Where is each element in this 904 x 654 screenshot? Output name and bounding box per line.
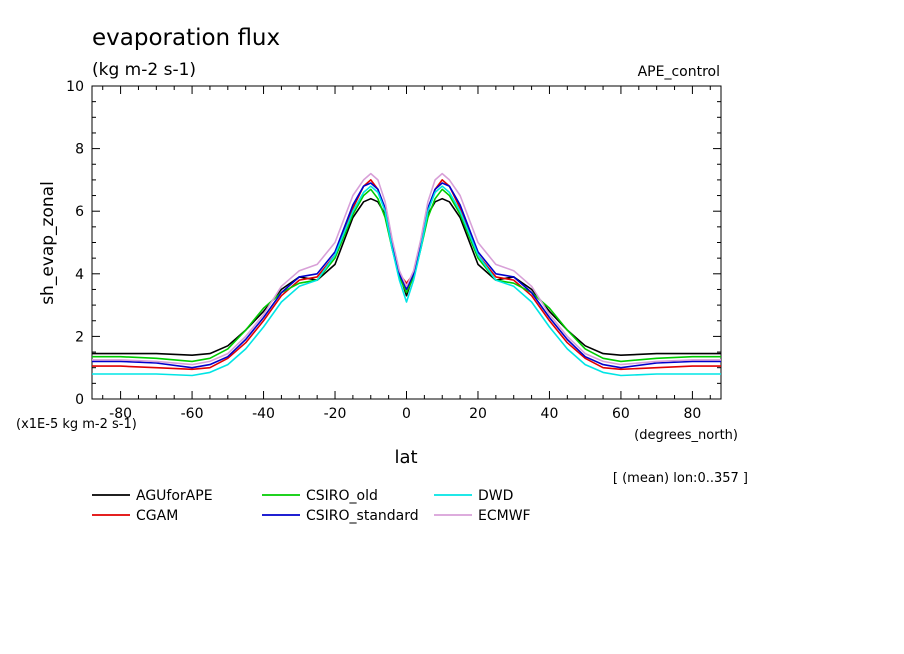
averaging-note: [ (mean) lon:0..357 ]	[613, 471, 748, 486]
plot-area: -80 -60 -40 -20 0 20 40 60 80 0 2 4 6 8 10	[66, 79, 722, 422]
plot-frame	[91, 85, 722, 400]
x-units-label: (degrees_north)	[634, 428, 738, 443]
x-tick-label: 60	[612, 406, 630, 422]
y-tick-labels: 0 2 4 6 8 10	[66, 79, 84, 408]
y-tick-label: 4	[75, 267, 84, 283]
series-line-csiro-old	[92, 188, 721, 363]
x-tick-label: 20	[469, 406, 487, 422]
x-axis-label: lat	[394, 447, 417, 468]
y-tick-label: 10	[66, 79, 84, 95]
dataset-label: APE_control	[638, 64, 720, 80]
y-tick-label: 0	[75, 392, 84, 408]
y-tick-label: 6	[75, 204, 84, 220]
legend-label: CSIRO_old	[306, 488, 378, 504]
y-scale-note: (x1E-5 kg m-2 s-1)	[16, 417, 137, 432]
y-tick-label: 8	[75, 142, 84, 158]
series-line-aguforape	[92, 197, 721, 357]
x-tick-label: -60	[181, 406, 204, 422]
y-axis-label: sh_evap_zonal	[38, 181, 58, 305]
series-lines	[92, 172, 721, 377]
major-ticks	[92, 85, 721, 400]
x-tick-label: -40	[252, 406, 275, 422]
x-tick-label: 0	[402, 406, 411, 422]
x-tick-label: -20	[324, 406, 347, 422]
x-tick-label: 40	[541, 406, 559, 422]
series-line-ecmwf	[92, 172, 721, 366]
legend-label: CSIRO_standard	[306, 508, 419, 524]
legend-label: CGAM	[136, 508, 178, 524]
x-tick-label: -80	[109, 406, 132, 422]
chart-subtitle: (kg m-2 s-1)	[92, 60, 196, 80]
legend-label: ECMWF	[478, 508, 531, 524]
series-line-cgam	[92, 179, 721, 371]
x-tick-label: 80	[683, 406, 701, 422]
series-line-dwd	[92, 185, 721, 377]
y-tick-label: 2	[75, 329, 84, 345]
legend-label: AGUforAPE	[136, 488, 213, 504]
legend-label: DWD	[478, 488, 513, 504]
series-line-csiro-standard	[92, 182, 721, 369]
legend: AGUforAPE CGAM CSIRO_old CSIRO_standard DWD E…	[92, 488, 531, 524]
x-tick-labels: -80 -60 -40 -20 0 20 40 60 80	[109, 406, 701, 422]
chart-title: evaporation flux	[92, 25, 280, 51]
minor-ticks	[92, 86, 721, 399]
